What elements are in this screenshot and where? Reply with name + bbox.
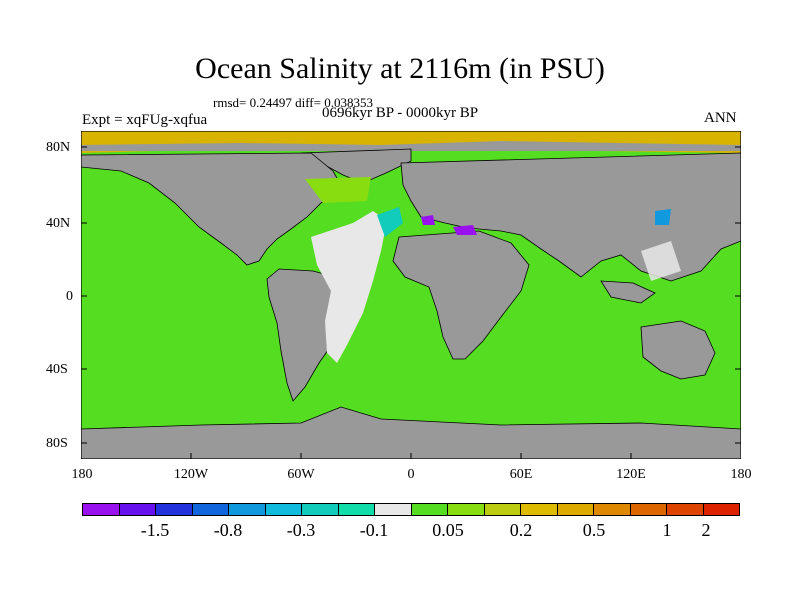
colorbar-swatch	[630, 504, 667, 515]
lon-label-0: 0	[407, 467, 415, 482]
colorbar-label: -0.3	[286, 520, 316, 540]
stats-line: rmsd= 0.24497 diff= 0.038353	[213, 95, 373, 110]
colorbar-swatch	[557, 504, 594, 515]
colorbar-swatch	[667, 504, 704, 515]
arctic-land-strip	[81, 141, 741, 151]
colorbar-label: 2	[701, 520, 711, 540]
salinity-map	[81, 131, 741, 459]
lon-label-180w: 180	[71, 467, 93, 482]
colorbar-swatch	[521, 504, 558, 515]
colorbar-swatch	[411, 504, 448, 515]
map-title: Ocean Salinity at 2116m (in PSU)	[195, 52, 605, 85]
antarctica	[81, 406, 741, 459]
colorbar-label: 0.2	[509, 520, 533, 540]
season-label: ANN	[704, 110, 737, 126]
colorbar-label: 0.5	[582, 520, 606, 540]
colorbar	[82, 503, 740, 516]
colorbar-swatch	[594, 504, 631, 515]
colorbar-swatch	[192, 504, 229, 515]
australia	[640, 320, 716, 380]
eastern-atlantic-patch	[377, 207, 403, 237]
colorbar-swatch	[302, 504, 339, 515]
lat-label-40s: 40S	[46, 362, 68, 377]
colorbar-swatch	[375, 504, 412, 515]
colorbar-swatch	[156, 504, 193, 515]
tick-marks	[81, 146, 741, 459]
western-pacific-patch	[641, 241, 681, 281]
north-atlantic-anomaly	[311, 211, 387, 363]
maritime-continent	[600, 280, 656, 304]
japan-sea-patch	[655, 209, 671, 225]
mediterranean-patch	[421, 215, 435, 225]
lon-label-120w: 120W	[173, 467, 209, 482]
lat-label-80n: 80N	[46, 140, 71, 155]
colorbar-swatch	[265, 504, 302, 515]
colorbar-swatch	[83, 504, 120, 515]
colorbar-swatch	[703, 504, 739, 515]
colorbar-label: -0.1	[359, 520, 389, 540]
colorbar-swatch	[484, 504, 521, 515]
colorbar-swatch	[119, 504, 156, 515]
lon-label-120e: 120E	[616, 467, 646, 482]
lat-label-40n: 40N	[46, 216, 71, 231]
africa	[392, 230, 530, 360]
colorbar-label: 1	[662, 520, 672, 540]
lat-label-80s: 80S	[46, 436, 68, 451]
period-label: 0696kyr BP - 0000kyr BP	[322, 105, 479, 121]
lon-label-60w: 60W	[287, 467, 315, 482]
lon-label-60e: 60E	[509, 467, 533, 482]
colorbar-swatch	[338, 504, 375, 515]
lon-label-180e: 180	[730, 467, 752, 482]
lat-label-0: 0	[66, 289, 73, 304]
labrador-sea-patch	[305, 177, 371, 203]
eastern-mediterranean-patch	[453, 225, 477, 235]
colorbar-swatch	[448, 504, 485, 515]
colorbar-swatch	[229, 504, 266, 515]
experiment-label: Expt = xqFUg-xqfua	[82, 112, 208, 128]
colorbar-label: -1.5	[140, 520, 170, 540]
colorbar-label: 0.05	[432, 520, 464, 540]
colorbar-label: -0.8	[213, 520, 243, 540]
